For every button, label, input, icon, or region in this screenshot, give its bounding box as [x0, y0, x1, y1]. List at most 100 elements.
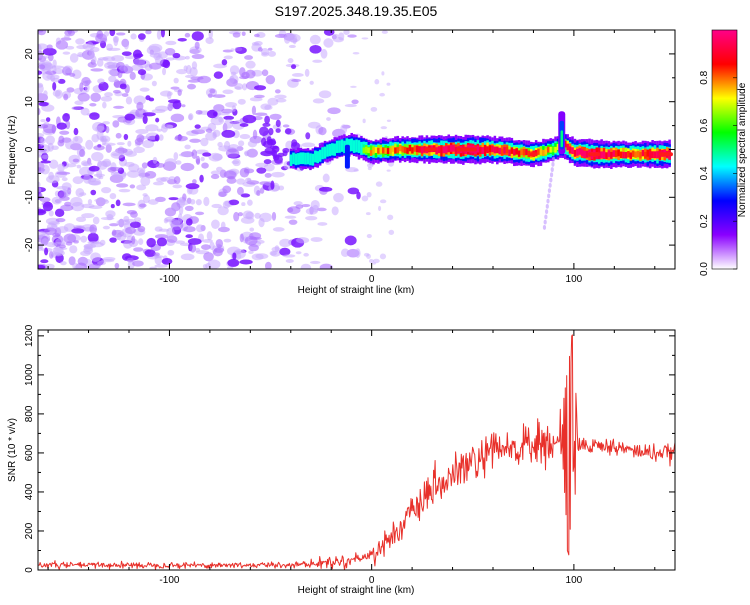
noise-blob	[116, 219, 131, 226]
noise-blob	[173, 176, 181, 185]
ridge-cell	[544, 148, 548, 155]
noise-blob	[331, 206, 339, 216]
noise-blob	[64, 34, 70, 40]
ridge-cell	[488, 145, 492, 153]
ridge-streak	[547, 188, 552, 194]
noise-blob	[89, 102, 97, 107]
noise-blob	[261, 69, 269, 77]
noise-blob	[133, 146, 145, 154]
noise-blob	[185, 234, 193, 239]
noise-blob	[264, 104, 273, 110]
noise-blob	[244, 235, 258, 246]
ridge-cell	[377, 147, 380, 154]
ridge-cell	[641, 149, 645, 157]
noise-blob	[155, 117, 160, 123]
noise-blob	[301, 203, 311, 208]
noise-blob	[188, 114, 193, 121]
noise-blob	[89, 224, 98, 234]
ridge-streak	[547, 193, 551, 199]
noise-blob	[184, 32, 191, 38]
noise-blob	[76, 216, 87, 223]
ridge-cell	[627, 151, 630, 158]
ridge-cell	[345, 138, 349, 151]
noise-blob	[244, 177, 252, 184]
ridge-cell	[576, 148, 579, 156]
noise-blob	[126, 170, 140, 178]
noise-blob	[38, 101, 49, 107]
spectrogram-noise-field	[38, 30, 395, 269]
noise-blob	[151, 109, 166, 114]
ridge-cell	[513, 149, 516, 156]
ridge-cell	[493, 146, 497, 154]
noise-blob	[223, 238, 232, 243]
ridge-cell	[634, 151, 637, 158]
noise-blob	[52, 81, 57, 91]
noise-blob	[362, 118, 366, 124]
noise-blob	[123, 63, 130, 74]
noise-blob	[61, 177, 68, 182]
noise-blob	[58, 191, 67, 199]
noise-blob	[96, 58, 104, 67]
ridge-cell	[314, 150, 317, 163]
noise-blob	[52, 232, 60, 238]
noise-blob	[241, 202, 246, 207]
spectrogram-y-tick-label: -20	[24, 237, 35, 252]
noise-blob	[97, 78, 105, 84]
noise-blob	[243, 150, 252, 156]
snr-x-label: Height of straight line (km)	[298, 585, 415, 596]
noise-blob	[54, 208, 65, 218]
ridge-streak	[552, 156, 556, 162]
noise-blob	[245, 69, 256, 79]
ridge-cell	[338, 140, 341, 153]
snr-y-ticks: 0 200 400 600 800 1000 1200	[24, 324, 675, 573]
noise-blob	[232, 119, 246, 130]
noise-blob	[356, 191, 361, 200]
noise-blob	[379, 199, 387, 204]
noise-blob	[92, 264, 101, 269]
noise-blob	[291, 73, 304, 77]
ridge-cell	[304, 152, 307, 165]
noise-blob	[227, 176, 236, 180]
ridge-cell	[551, 146, 555, 153]
noise-blob	[241, 31, 246, 37]
ridge-streak	[544, 214, 548, 220]
ridge-cell	[568, 146, 572, 154]
noise-blob	[41, 238, 49, 246]
ridge-cell	[539, 148, 543, 156]
noise-blob	[89, 112, 100, 120]
noise-blob	[210, 116, 225, 126]
noise-blob	[102, 121, 110, 125]
ridge-cell	[522, 148, 526, 156]
noise-blob	[223, 119, 234, 129]
noise-blob	[42, 47, 57, 56]
noise-blob	[267, 138, 274, 144]
noise-blob	[278, 185, 285, 191]
noise-blob	[267, 47, 273, 51]
noise-blob	[236, 178, 246, 185]
ridge-cell	[491, 145, 494, 153]
noise-blob	[199, 174, 204, 183]
ridge-cell	[403, 146, 407, 154]
noise-blob	[221, 59, 228, 66]
noise-blob	[49, 159, 59, 169]
noise-blob	[116, 142, 125, 146]
noise-blob	[62, 51, 71, 55]
noise-blob	[100, 96, 113, 102]
ridge-peak	[424, 147, 437, 152]
ridge-cell	[648, 151, 652, 159]
ridge-cell	[602, 151, 606, 159]
noise-blob	[309, 80, 314, 85]
noise-blob	[234, 86, 242, 90]
noise-blob	[137, 69, 147, 76]
noise-blob	[152, 156, 158, 164]
noise-blob	[254, 212, 261, 219]
noise-blob	[212, 153, 223, 161]
noise-blob	[38, 208, 47, 216]
noise-blob	[79, 82, 84, 92]
ridge-peak	[588, 152, 601, 157]
noise-blob	[230, 71, 237, 76]
noise-blob	[260, 48, 269, 56]
ridge-cell	[318, 149, 322, 162]
noise-blob	[237, 212, 244, 217]
